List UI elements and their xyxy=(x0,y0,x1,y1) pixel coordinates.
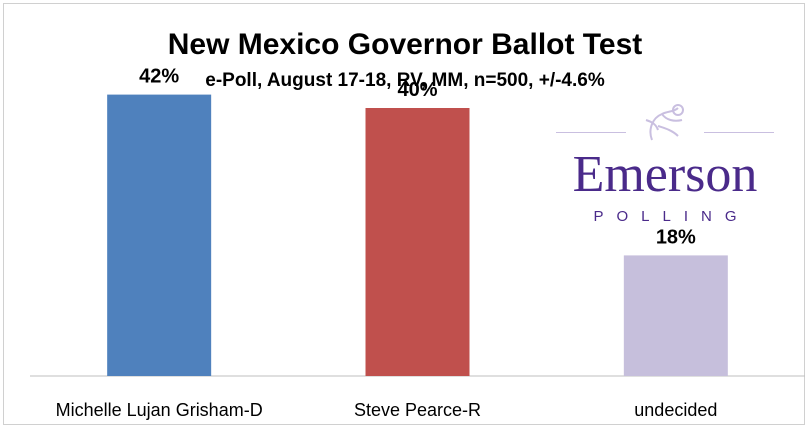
bar-2 xyxy=(365,108,470,376)
bar-1 xyxy=(107,94,212,376)
data-label-2: 40% xyxy=(397,79,437,101)
chart-frame xyxy=(3,3,805,425)
logo-tagline: POLLING xyxy=(593,208,750,225)
logo-rule-left xyxy=(556,132,626,133)
chart-title: New Mexico Governor Ballot Test xyxy=(167,28,643,61)
chart-subtitle: e-Poll, August 17-18, RV, MM, n=500, +/-… xyxy=(205,70,605,91)
bar-3 xyxy=(623,255,728,376)
category-label-2: Steve Pearce-R xyxy=(354,400,481,420)
logo-wordmark: Emerson xyxy=(572,146,758,203)
data-label-1: 42% xyxy=(139,66,179,88)
lion-crest-icon xyxy=(645,104,684,141)
category-label-1: Michelle Lujan Grisham-D xyxy=(56,400,263,420)
category-label-3: undecided xyxy=(634,400,717,420)
logo-rule-right xyxy=(704,132,774,133)
data-label-3: 18% xyxy=(656,226,696,248)
